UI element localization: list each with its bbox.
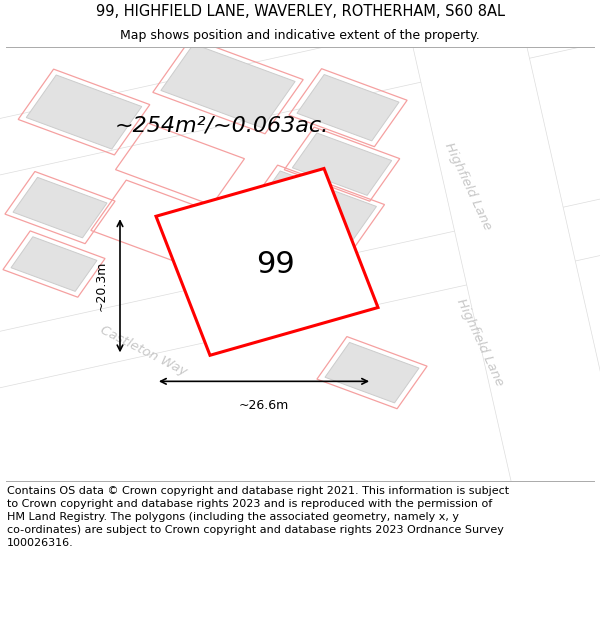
Polygon shape (292, 133, 392, 196)
Polygon shape (0, 186, 600, 394)
Text: Contains OS data © Crown copyright and database right 2021. This information is : Contains OS data © Crown copyright and d… (7, 486, 509, 548)
Text: Map shows position and indicative extent of the property.: Map shows position and indicative extent… (120, 29, 480, 42)
Text: Highfield Lane: Highfield Lane (442, 140, 494, 232)
Polygon shape (26, 75, 142, 149)
Text: 99: 99 (257, 249, 295, 279)
Polygon shape (325, 342, 419, 403)
Polygon shape (11, 237, 97, 291)
Text: Highfield Lane: Highfield Lane (454, 296, 506, 388)
Polygon shape (156, 169, 378, 355)
Text: ~26.6m: ~26.6m (239, 399, 289, 412)
Polygon shape (161, 44, 295, 128)
Polygon shape (408, 25, 600, 503)
Polygon shape (232, 238, 344, 308)
Polygon shape (0, 0, 600, 181)
Text: 99, HIGHFIELD LANE, WAVERLEY, ROTHERHAM, S60 8AL: 99, HIGHFIELD LANE, WAVERLEY, ROTHERHAM,… (95, 4, 505, 19)
Text: ~20.3m: ~20.3m (95, 261, 108, 311)
Text: Castleton Way: Castleton Way (98, 324, 190, 378)
Polygon shape (13, 177, 107, 238)
Polygon shape (248, 171, 376, 253)
Text: ~254m²/~0.063ac.: ~254m²/~0.063ac. (115, 115, 329, 135)
Polygon shape (297, 74, 399, 141)
